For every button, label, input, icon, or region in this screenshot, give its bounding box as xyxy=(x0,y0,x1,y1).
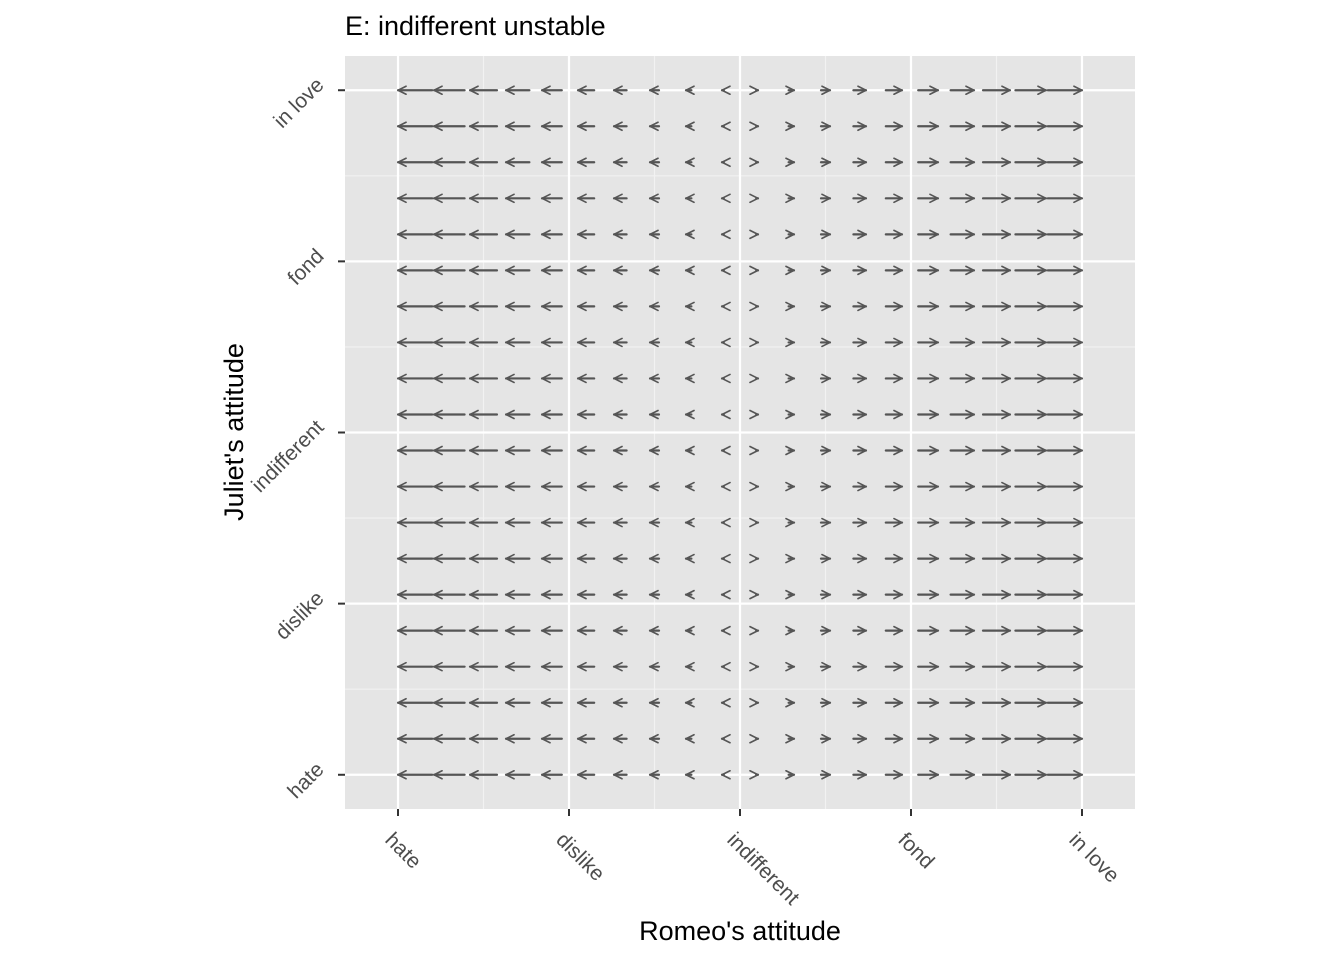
x-tick-label: dislike xyxy=(551,828,609,886)
chart-title: E: indifferent unstable xyxy=(345,11,606,41)
vector-arrows xyxy=(396,85,1084,780)
y-tick-label: hate xyxy=(283,758,328,803)
x-tick-label: in love xyxy=(1064,828,1123,887)
x-axis-title: Romeo's attitude xyxy=(639,916,841,946)
y-tick-label: fond xyxy=(283,245,328,290)
y-tick-label: in love xyxy=(269,73,328,132)
y-axis-ticks: hate dislike indifferent fond in love xyxy=(247,73,345,803)
x-tick-label: indifferent xyxy=(722,828,803,909)
x-axis-ticks: hate dislike indifferent fond in love xyxy=(380,809,1124,910)
x-tick-label: hate xyxy=(380,828,425,873)
y-tick-label: indifferent xyxy=(247,416,328,497)
y-axis-title: Juliet's attitude xyxy=(219,343,249,521)
x-tick-label: fond xyxy=(893,828,938,873)
y-tick-label: dislike xyxy=(271,587,329,645)
